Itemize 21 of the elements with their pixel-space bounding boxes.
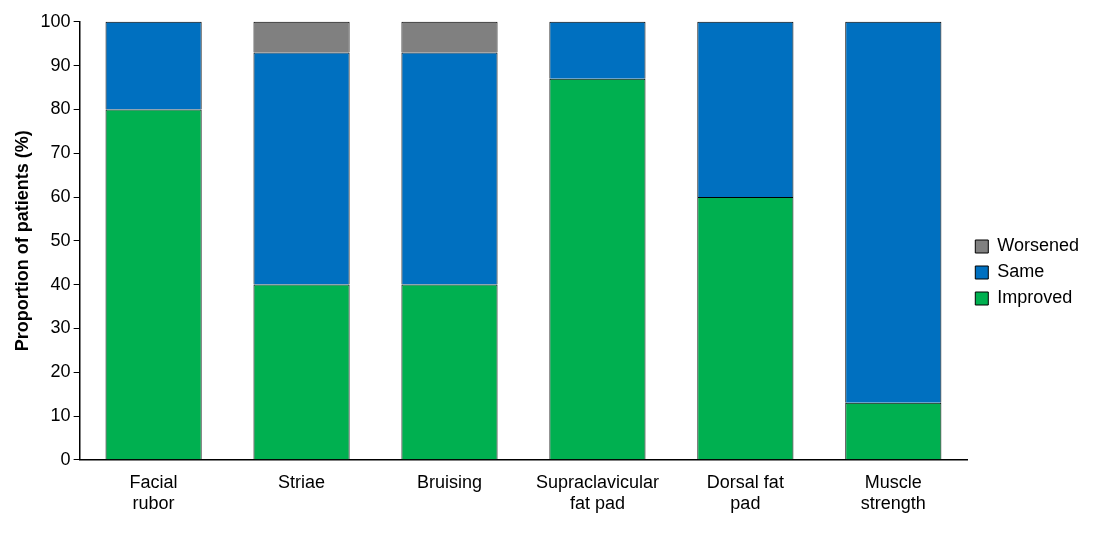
legend-label: Worsened: [997, 235, 1080, 256]
y-tick-label: 80: [50, 98, 71, 119]
y-tick-label: 40: [50, 273, 71, 294]
y-tick-label: 50: [50, 229, 71, 250]
y-tick-label: 100: [40, 10, 71, 31]
x-tick-label: Supraclavicular fat pad: [535, 471, 659, 514]
y-tick-label: 30: [50, 317, 71, 338]
y-tick-label: 20: [50, 361, 71, 382]
x-tick-label: Dorsal fat pad: [706, 471, 784, 514]
legend-label: Improved: [997, 287, 1073, 308]
y-tick-label: 70: [50, 142, 71, 163]
y-tick-label: 10: [50, 404, 71, 425]
x-tick-label: Striae: [278, 471, 326, 492]
x-tick-label: Facial rubor: [129, 471, 178, 514]
y-tick-label: 90: [50, 54, 71, 75]
x-tick-label: Muscle strength: [860, 471, 926, 514]
y-tick-label: 0: [60, 448, 71, 469]
legend-label: Same: [997, 261, 1045, 282]
y-tick-label: 60: [50, 185, 71, 206]
y-axis-title: Proportion of patients (%): [11, 130, 32, 352]
x-tick-label: Bruising: [416, 471, 482, 492]
